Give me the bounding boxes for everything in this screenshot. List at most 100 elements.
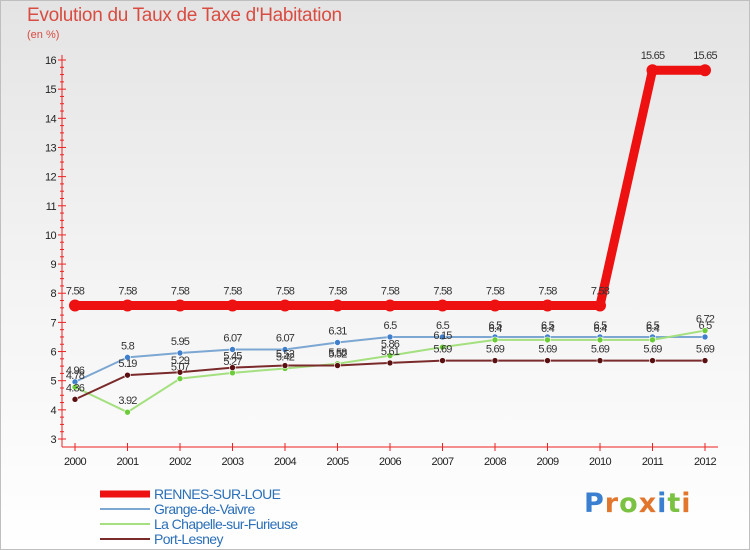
legend-label: Port-Lesney (154, 531, 223, 547)
data-point (701, 333, 709, 341)
data-label: 5.69 (643, 344, 662, 356)
legend-entry: La Chapelle-sur-Furieuse (100, 516, 299, 532)
data-label: 6.4 (594, 323, 608, 335)
legend-label: La Chapelle-sur-Furieuse (154, 516, 298, 532)
data-label: 5.42 (276, 351, 295, 363)
x-tick-label: 2003 (221, 456, 244, 468)
legend-label: RENNES-SUR-LOUE (154, 486, 281, 502)
data-label: 6.5 (489, 320, 503, 332)
data-point (649, 336, 656, 344)
data-point (124, 408, 131, 416)
data-label: 6.31 (328, 326, 347, 338)
data-label: 5.86 (381, 339, 400, 351)
data-label: 5.69 (591, 344, 610, 356)
data-point (281, 362, 289, 369)
data-point (439, 333, 446, 341)
data-label: 7.58 (118, 285, 137, 297)
data-label: 7.58 (381, 285, 400, 297)
data-label: 5.19 (118, 358, 137, 370)
proxiti-logo: Proxiti (584, 488, 692, 519)
data-label: 6.5 (541, 320, 555, 332)
data-point (229, 346, 236, 353)
data-label: 6.5 (646, 320, 660, 332)
data-label: 6.5 (594, 320, 608, 332)
data-point (544, 336, 551, 344)
x-tick-label: 2004 (274, 456, 297, 468)
data-label: 5.52 (328, 349, 347, 361)
data-point (439, 357, 446, 364)
series-la-chapelle-sur-furieuse: 4.783.925.07 5.27 5.42 5.585.866.156.4 6.4 6.… (66, 314, 716, 416)
data-label: 3.92 (118, 395, 137, 407)
unit-label: (en %) (27, 29, 60, 41)
data-point (71, 396, 79, 403)
data-point (176, 375, 184, 382)
x-tick-label: 2005 (326, 456, 349, 468)
data-label: 5.52 (276, 349, 295, 361)
data-point (176, 368, 184, 376)
y-tick-label: 5 (50, 376, 56, 388)
data-label: 7.58 (276, 285, 295, 297)
data-point (386, 352, 394, 359)
y-tick-label: 16 (45, 55, 57, 67)
y-tick-label: 4 (50, 405, 56, 417)
y-tick-label: 13 (45, 142, 57, 154)
data-point (71, 383, 79, 391)
data-label: 6.5 (436, 320, 450, 332)
data-point (176, 349, 184, 357)
data-label: 5.69 (538, 344, 557, 356)
data-label: 5.07 (171, 362, 190, 374)
data-label: 5.45 (223, 351, 242, 363)
y-tick-label: 11 (46, 201, 57, 213)
series-line (75, 65, 705, 310)
x-tick-label: 2001 (116, 456, 139, 468)
data-point (596, 336, 604, 344)
y-tick-label: 12 (45, 172, 57, 184)
data-label: 7.58 (66, 285, 85, 297)
data-point (491, 357, 499, 364)
data-label: 5.69 (696, 344, 715, 356)
data-label: 6.4 (541, 323, 555, 335)
y-tick-label: 3 (50, 434, 56, 446)
data-point (386, 333, 394, 341)
data-label: 6.4 (489, 323, 503, 335)
data-point (124, 354, 131, 361)
data-point (701, 357, 709, 364)
data-label: 15.65 (641, 50, 665, 62)
data-label: 5.69 (486, 344, 505, 356)
data-point (594, 299, 606, 312)
data-label: 6.07 (276, 332, 295, 344)
x-tick-label: 2008 (484, 456, 507, 468)
data-label: 6.15 (433, 330, 452, 342)
data-label: 7.58 (223, 285, 242, 297)
x-tick-label: 2006 (379, 456, 402, 468)
legend-entry: RENNES-SUR-LOUE (100, 486, 281, 502)
data-label: 6.4 (646, 323, 660, 335)
data-point (596, 357, 604, 364)
data-label: 15.65 (693, 50, 717, 62)
y-tick-label: 9 (50, 259, 56, 271)
data-label: 4.78 (66, 370, 85, 382)
data-point (226, 299, 239, 312)
data-label: 7.58 (328, 285, 347, 297)
data-label: 4.96 (66, 365, 85, 377)
data-label: 6.72 (696, 314, 715, 326)
data-label: 4.36 (66, 382, 85, 394)
logo-letter: o (619, 488, 639, 519)
data-point (124, 371, 131, 379)
data-point (646, 64, 659, 77)
data-point (541, 299, 554, 312)
data-point (279, 299, 291, 312)
data-point (281, 346, 289, 353)
data-point (491, 336, 499, 344)
data-label: 5.27 (223, 356, 242, 368)
data-point (174, 299, 186, 312)
data-point (229, 364, 236, 371)
series-port-lesney: 4.36 5.19 5.29 5.45 5.52 5.52 5.61 5.69 5.69 5.69… (66, 344, 716, 403)
logo-letter: P (584, 488, 605, 519)
data-point (436, 299, 449, 312)
data-point (699, 64, 711, 77)
logo-letter: x (638, 488, 658, 519)
data-label: 7.58 (433, 285, 452, 297)
